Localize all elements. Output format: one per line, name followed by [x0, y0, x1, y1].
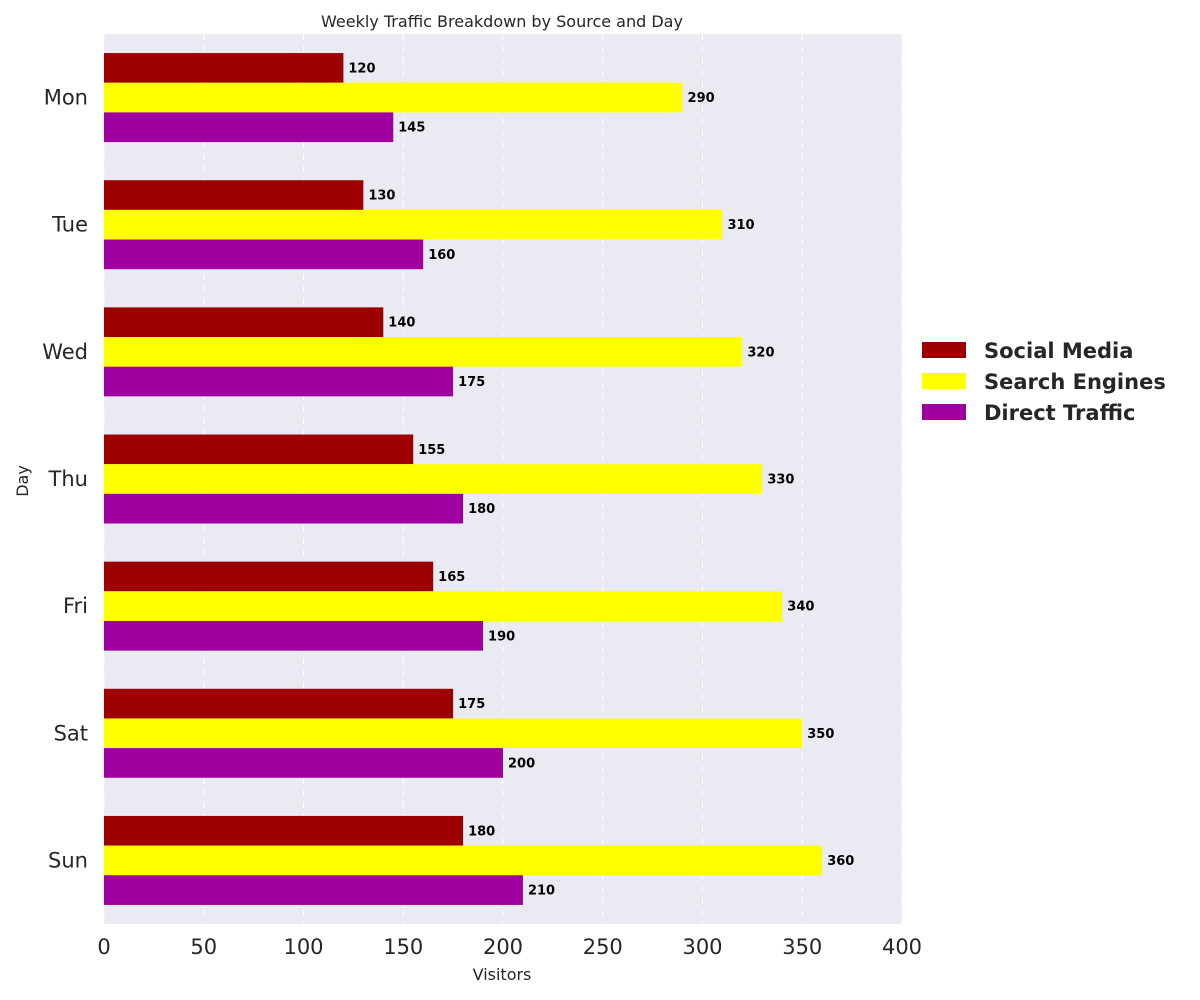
y-tick-label: Tue [51, 213, 88, 237]
x-axis-label: Visitors [473, 965, 532, 984]
y-tick-label: Thu [48, 467, 88, 491]
x-tick-label: 400 [882, 935, 922, 959]
chart-title: Weekly Traffic Breakdown by Source and D… [321, 12, 683, 31]
data-label: 320 [747, 345, 774, 360]
data-label: 175 [458, 697, 485, 712]
data-label: 120 [348, 61, 375, 76]
y-tick-label: Sun [48, 848, 88, 872]
data-label: 140 [388, 316, 415, 331]
bar [104, 748, 503, 778]
data-label: 350 [807, 727, 834, 742]
data-label: 190 [488, 629, 515, 644]
bar [104, 112, 394, 143]
y-axis-ticks: Mon Tue Wed Thu Fri Sat Sun [42, 86, 88, 873]
x-axis-ticks: 0 50 100 150 200 250 300 350 400 [97, 935, 922, 959]
x-tick-label: 300 [682, 935, 722, 959]
bar [104, 239, 424, 270]
data-labels: 120 290 145 130 310 160 140 320 175 155 330 180 165 3… [348, 61, 854, 898]
data-label: 310 [727, 218, 754, 233]
data-label: 130 [368, 189, 395, 204]
bar [104, 591, 783, 621]
legend-label: Search Engines [984, 370, 1166, 394]
bar [104, 434, 414, 465]
data-label: 200 [508, 756, 535, 771]
legend-label: Direct Traffic [984, 401, 1135, 425]
x-tick-label: 200 [483, 935, 523, 959]
data-label: 360 [827, 854, 854, 869]
bar [104, 561, 434, 592]
data-label: 210 [528, 884, 555, 899]
bar [104, 620, 484, 651]
x-tick-label: 50 [190, 935, 217, 959]
bar [104, 307, 384, 338]
x-tick-label: 350 [782, 935, 822, 959]
legend-swatch [922, 342, 966, 358]
legend: Social Media Search Engines Direct Traffic [922, 339, 1166, 425]
bar [104, 337, 743, 367]
bar [104, 180, 364, 210]
legend-swatch [922, 404, 966, 420]
data-label: 155 [418, 443, 445, 458]
legend-swatch [922, 373, 966, 389]
x-tick-label: 250 [583, 935, 623, 959]
data-label: 290 [688, 91, 715, 106]
x-tick-label: 150 [383, 935, 423, 959]
data-label: 330 [767, 473, 794, 488]
x-tick-label: 100 [283, 935, 323, 959]
bar [104, 845, 823, 876]
bar [104, 209, 723, 240]
bar [104, 464, 763, 494]
y-tick-label: Sat [54, 721, 88, 745]
bars [104, 53, 823, 905]
data-label: 340 [787, 600, 814, 615]
bar [104, 82, 683, 113]
bar [104, 875, 523, 905]
data-label: 180 [468, 502, 495, 517]
data-label: 175 [458, 375, 485, 390]
data-label: 165 [438, 570, 465, 585]
x-tick-label: 0 [97, 935, 110, 959]
y-tick-label: Fri [63, 594, 88, 618]
y-axis-label: Day [13, 465, 32, 497]
bar [104, 688, 454, 719]
data-label: 180 [468, 824, 495, 839]
bar [104, 493, 464, 524]
y-tick-label: Mon [44, 86, 88, 110]
bar [104, 53, 344, 83]
bar [104, 366, 454, 397]
bar [104, 815, 464, 846]
legend-label: Social Media [984, 339, 1133, 363]
data-label: 160 [428, 248, 455, 263]
y-tick-label: Wed [42, 340, 88, 364]
data-label: 145 [398, 121, 425, 136]
bar [104, 718, 803, 749]
